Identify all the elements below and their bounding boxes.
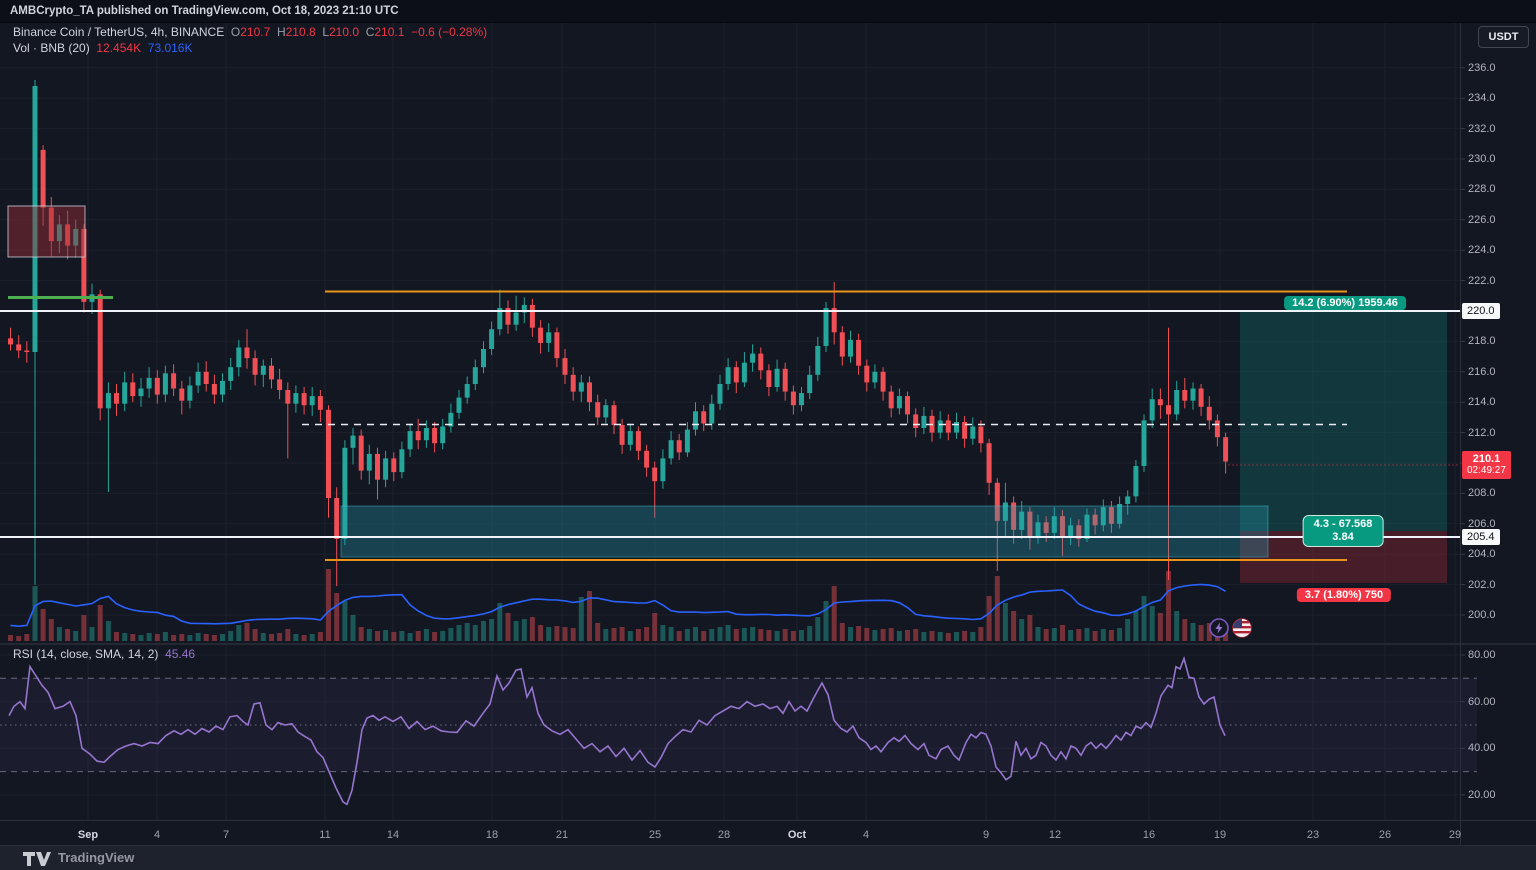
- publisher-text: AMBCrypto_TA published on TradingView.co…: [10, 5, 399, 17]
- price-axis-tick: 224.0: [1468, 244, 1496, 257]
- price-axis-tick: 236.0: [1468, 61, 1496, 74]
- time-axis-tick: 9: [982, 829, 990, 841]
- bar-countdown: 02:49:27: [1467, 465, 1506, 476]
- high-value: 210.8: [285, 25, 316, 39]
- price-axis-tick: 200.0: [1468, 609, 1496, 621]
- price-axis-tick: 40.00: [1468, 742, 1496, 755]
- time-axis-tick: Oct: [787, 829, 807, 841]
- time-axis-tick: 23: [1306, 829, 1320, 841]
- time-axis-tick: Sep: [77, 829, 99, 841]
- footer-bar: TradingView: [0, 845, 1536, 870]
- price-axis-tick: 216.0: [1468, 365, 1496, 378]
- close-label: C: [365, 25, 375, 39]
- price-axis-tick: 218.0: [1468, 335, 1496, 348]
- low-label: L: [322, 25, 329, 39]
- demand-zone-band[interactable]: [340, 505, 1269, 558]
- support-price-label: 205.4: [1462, 529, 1500, 545]
- price-axis-tick: 208.0: [1468, 487, 1496, 500]
- time-axis-tick: 4: [862, 829, 870, 841]
- volume-ma-value: 73.016K: [147, 41, 193, 55]
- time-axis-tick: 19: [1213, 829, 1227, 841]
- rsi-line[interactable]: [8, 655, 1226, 806]
- position-entry-label[interactable]: 4.3 - 67.568 3.84: [1302, 515, 1384, 547]
- price-axis-tick: 80.00: [1468, 649, 1496, 661]
- time-axis-tick: 28: [717, 829, 731, 841]
- change-value: −0.6 (−0.28%): [411, 25, 488, 39]
- price-axis-tick: 202.0: [1468, 578, 1496, 591]
- rsi-legend[interactable]: RSI (14, close, SMA, 14, 2) 45.46: [13, 647, 195, 661]
- time-axis-tick: 7: [222, 829, 230, 841]
- volume-bars: [8, 569, 1229, 641]
- position-stop-label[interactable]: 3.7 (1.80%) 750: [1296, 588, 1392, 602]
- time-axis-tick: 29: [1448, 829, 1462, 841]
- currency-button[interactable]: USDT: [1478, 26, 1529, 48]
- time-axis-tick: 4: [153, 829, 161, 841]
- resistance-price-label: 220.0: [1462, 303, 1500, 319]
- price-axis-tick: 60.00: [1468, 695, 1496, 708]
- tradingview-brand[interactable]: TradingView: [58, 850, 135, 865]
- low-value: 210.0: [329, 25, 360, 39]
- volume-value: 12.454K: [96, 41, 142, 55]
- rsi-title[interactable]: RSI (14, close, SMA, 14, 2): [13, 647, 159, 661]
- open-label: O: [230, 25, 241, 39]
- price-axis-tick: 226.0: [1468, 213, 1496, 226]
- candlesticks[interactable]: [8, 80, 1229, 587]
- close-value: 210.1: [374, 25, 405, 39]
- position-target-label[interactable]: 14.2 (6.90%) 1959.46: [1284, 296, 1406, 310]
- price-axis-tick: 204.0: [1468, 548, 1496, 561]
- bar-action-icons: [1209, 618, 1252, 638]
- time-axis-tick: 11: [319, 829, 331, 841]
- rsi-value: 45.46: [165, 647, 196, 661]
- time-axis-tick: 25: [648, 829, 662, 841]
- price-axis-tick: 232.0: [1468, 122, 1496, 135]
- tradingview-logo-icon[interactable]: [22, 851, 52, 867]
- high-label: H: [276, 25, 286, 39]
- position-entry-line1: 4.3 - 67.568: [1313, 518, 1373, 530]
- price-axis-tick: 230.0: [1468, 153, 1496, 165]
- price-axis-tick: 234.0: [1468, 92, 1496, 105]
- last-price-label: 210.1 02:49:27: [1462, 451, 1511, 479]
- time-axis-tick: 12: [1048, 829, 1062, 841]
- supply-zone-box[interactable]: [7, 205, 86, 258]
- price-axis-tick: 222.0: [1468, 274, 1496, 287]
- position-entry-line2: 3.84: [1332, 531, 1354, 543]
- volume-legend[interactable]: Vol · BNB (20) 12.454K 73.016K: [13, 41, 192, 55]
- time-axis-tick: 14: [386, 829, 400, 841]
- flag-icon[interactable]: [1232, 618, 1252, 638]
- last-price-value: 210.1: [1472, 453, 1501, 465]
- time-axis-tick: 21: [555, 829, 569, 841]
- price-axis-tick: 214.0: [1468, 396, 1496, 409]
- long-position-profit-box[interactable]: [1240, 312, 1447, 531]
- time-axis-tick: 16: [1142, 829, 1156, 841]
- price-axis-tick: 20.00: [1468, 788, 1496, 801]
- volume-ma-line: [10, 583, 1226, 628]
- symbol-title[interactable]: Binance Coin / TetherUS, 4h, BINANCE: [13, 25, 225, 39]
- volume-title[interactable]: Vol · BNB (20): [13, 41, 90, 55]
- publisher-bar: AMBCrypto_TA published on TradingView.co…: [0, 0, 1536, 22]
- time-axis-tick: 18: [485, 829, 499, 841]
- price-axis-tick: 228.0: [1468, 183, 1496, 196]
- open-value: 210.7: [240, 25, 271, 39]
- price-axis-tick: 212.0: [1468, 426, 1496, 439]
- symbol-legend[interactable]: Binance Coin / TetherUS, 4h, BINANCE O21…: [13, 25, 487, 39]
- boost-icon[interactable]: [1209, 618, 1229, 638]
- price-axis-tick: 206.0: [1468, 517, 1496, 530]
- time-axis-tick: 26: [1378, 829, 1392, 841]
